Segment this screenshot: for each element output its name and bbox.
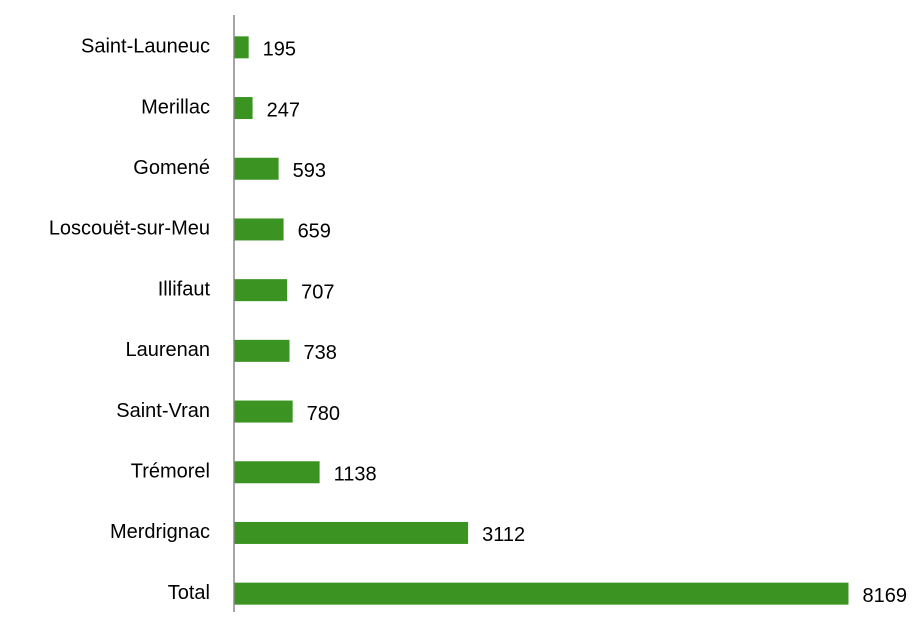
y-tick-label: Total (168, 582, 210, 604)
data-label: 593 (293, 160, 326, 182)
data-label: 195 (263, 39, 296, 61)
bar (234, 400, 293, 423)
y-tick-label: Trémorel (131, 461, 210, 483)
data-label: 738 (304, 342, 337, 364)
y-tick-label: Saint-Launeuc (81, 36, 210, 58)
data-label: 247 (267, 99, 300, 121)
data-label: 3112 (482, 524, 525, 546)
y-tick-label: Saint-Vran (116, 400, 210, 422)
data-label: 8169 (862, 585, 907, 607)
data-label: 1138 (334, 464, 377, 486)
data-label: 659 (298, 221, 331, 243)
y-tick-label: Merillac (141, 96, 210, 118)
bar (234, 521, 469, 544)
y-tick-label: Merdrignac (110, 521, 210, 543)
y-tick-label: Loscouët-sur-Meu (49, 218, 210, 240)
y-tick-label: Gomené (133, 157, 210, 179)
bar (234, 218, 284, 241)
bar (234, 582, 849, 605)
y-tick-label: Laurenan (125, 339, 210, 361)
bar (234, 36, 249, 59)
bar (234, 97, 253, 120)
bar (234, 157, 279, 180)
bar (234, 339, 290, 362)
y-tick-label: Illifaut (158, 278, 211, 300)
bar (234, 461, 320, 484)
data-label: 780 (307, 403, 340, 425)
data-label: 707 (301, 281, 334, 303)
bar (234, 279, 288, 302)
